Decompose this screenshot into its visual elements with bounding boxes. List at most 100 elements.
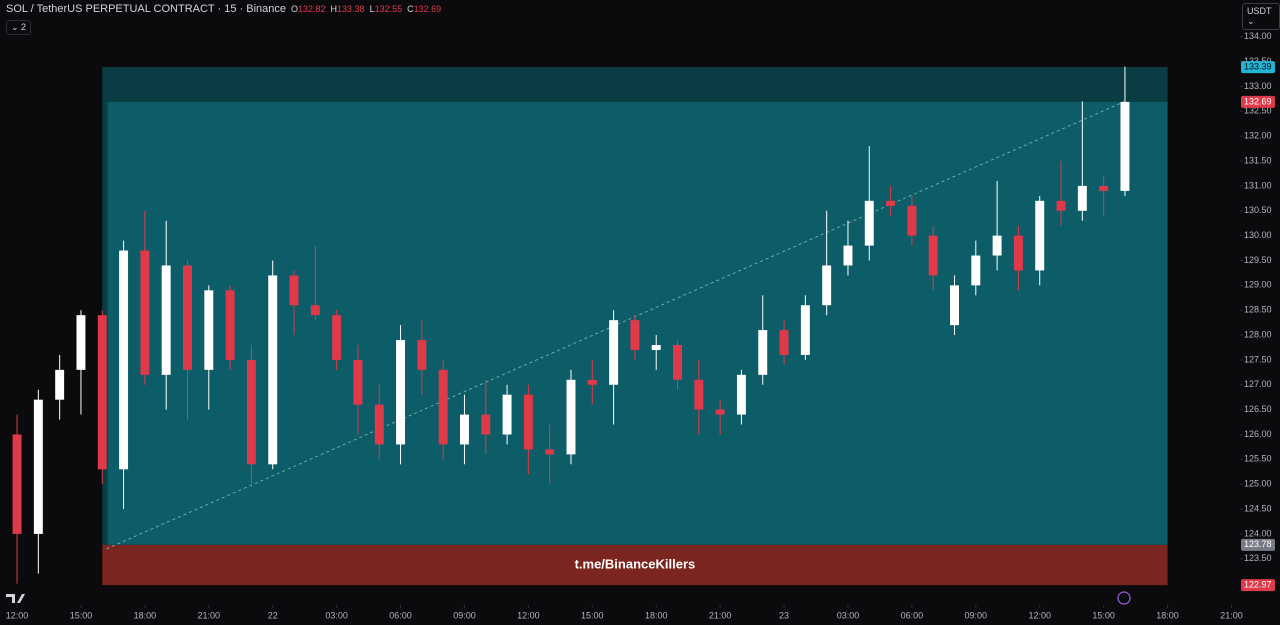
candle-body [822,265,832,306]
y-tick-label: 129.00 [1244,280,1272,290]
y-tick-label: 130.00 [1244,230,1272,240]
zone [102,544,1168,586]
x-tick-label: 15:00 [581,610,604,620]
candle-body [523,394,533,450]
ohlc-value: 132.55 [374,4,403,14]
x-tick-label: 15:00 [70,610,93,620]
x-tick-label: 18:00 [134,610,157,620]
y-tick-label: 132.50 [1244,106,1272,116]
y-tick-label: 129.50 [1244,255,1272,265]
price-label: 122.97 [1244,579,1272,589]
candle-body [609,320,619,385]
y-tick-label: 124.00 [1244,528,1272,538]
candle-body [438,369,448,445]
candle-body [907,205,917,236]
candle-body [779,330,789,355]
ohlc-value: 132.69 [413,4,442,14]
y-tick-label: 130.50 [1244,205,1272,215]
candle-body [673,345,682,380]
watermark: t.me/BinanceKillers [575,556,696,571]
candle-body [587,379,597,385]
y-tick-label: 131.00 [1244,180,1272,190]
y-tick-label: 128.00 [1244,329,1272,339]
currency-select[interactable]: USDT ⌄ [1242,3,1280,30]
candle-body [800,305,810,355]
price-label-bg [1241,61,1275,74]
x-tick-label: 12:00 [6,610,29,620]
ohlc: O132.82 H133.38 L132.55 C132.69 [286,3,441,15]
candle-body [204,290,214,370]
symbol[interactable]: SOL / TetherUS PERPETUAL CONTRACT · 15 ·… [6,3,286,15]
price-label: 133.39 [1244,61,1272,71]
candle-body [417,340,427,370]
candle-body [694,379,704,410]
ohlc-key: L [369,4,375,14]
indicator-toggle[interactable]: ⌄ 2 [6,20,32,35]
candle-body [140,250,150,375]
candle-body [268,275,278,465]
price-label-bg [1241,538,1275,551]
candle-body [353,359,363,405]
candle-body [1035,200,1045,271]
candle-body [459,414,469,445]
symbol-header: SOL / TetherUS PERPETUAL CONTRACT · 15 ·… [6,3,441,15]
y-tick-label: 124.50 [1244,503,1272,513]
x-tick-label: 15:00 [1092,610,1115,620]
candle-body [33,399,43,534]
candle-body [651,345,661,350]
candle-body [864,200,874,246]
candle-body [992,235,1002,256]
x-tick-label: 03:00 [837,610,860,620]
ohlc-item: L132.55 [370,4,403,14]
ohlc-item: C132.69 [407,4,441,14]
x-tick-label: 21:00 [709,610,732,620]
y-tick-label: 133.00 [1244,81,1272,91]
candle-body [481,414,491,435]
alert-icon[interactable] [1117,591,1131,605]
candle-body [55,369,65,400]
price-label: 132.69 [1244,96,1272,106]
x-tick-label: 21:00 [1220,610,1243,620]
candle-body [950,285,959,326]
logo [6,594,25,603]
candle-body [1077,185,1087,211]
candle-body [971,255,981,286]
candle-body [289,275,299,306]
trendline [106,101,1126,550]
candle-body [715,409,725,415]
ohlc-key: C [407,4,414,14]
candle-body [545,449,555,455]
candle-body [1013,235,1023,271]
candle-body [630,320,640,350]
y-tick-label: 125.50 [1244,454,1272,464]
candle-body [502,394,512,435]
candle-body [374,404,384,445]
candle-body [97,315,107,470]
x-tick-label: 03:00 [325,610,348,620]
ohlc-item: O132.82 [291,4,326,14]
candle-body [225,290,235,360]
ohlc-key: H [330,4,338,14]
y-tick-label: 133.50 [1244,56,1272,66]
candle-body [332,315,342,360]
x-tick-label: 18:00 [1156,610,1179,620]
candle-body [1120,101,1130,191]
ohlc-value: 133.38 [337,4,365,14]
candle-body [119,250,129,470]
x-tick-label: 18:00 [645,610,668,620]
x-tick-label: 23 [779,610,789,620]
ohlc-item: H133.38 [331,4,365,14]
candle-body [396,340,406,445]
x-tick-label: 09:00 [965,610,988,620]
y-tick-label: 134.00 [1244,31,1272,41]
candle-body [310,305,320,316]
candle-body [12,434,22,534]
y-tick-label: 127.00 [1244,379,1272,389]
x-tick-label: 06:00 [901,610,924,620]
y-tick-label: 126.50 [1244,404,1272,414]
y-tick-label: 126.00 [1244,429,1272,439]
price-label-bg [1241,95,1275,108]
candle-body [1056,200,1066,211]
y-tick-label: 128.50 [1244,305,1272,315]
x-tick-label: 22 [268,610,278,620]
